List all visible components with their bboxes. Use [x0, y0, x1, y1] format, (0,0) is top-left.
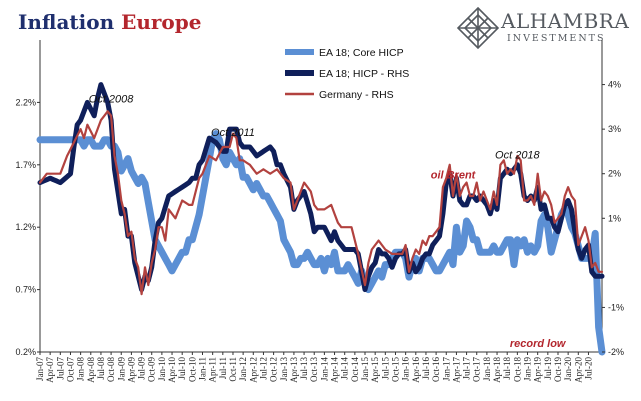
right-tick-label: 4%: [608, 80, 621, 90]
x-tick-label: Oct-17: [472, 357, 482, 382]
x-tick-label: Apr-18: [492, 357, 502, 383]
legend-label: Germany - RHS: [319, 89, 394, 101]
title-part-inflation: Inflation: [18, 10, 115, 34]
legend-label: EA 18; Core HICP: [319, 47, 404, 59]
right-tick-label: -2%: [608, 347, 624, 357]
x-tick-label: Jul-07: [55, 357, 65, 380]
x-tick-label: Jul-16: [421, 357, 431, 380]
left-tick-label: 0.2%: [15, 347, 36, 357]
x-tick-label: Oct-12: [269, 357, 279, 382]
chart-title: Inflation Europe: [18, 10, 201, 34]
x-tick-label: Jan-17: [441, 357, 451, 381]
x-tick-label: Oct-11: [228, 357, 238, 382]
series-germany: [38, 110, 604, 296]
left-axis-ticks: 0.2% 0.7% 1.2% 1.7% 2.2%: [15, 97, 40, 357]
alhambra-logo: ALHAMBRA INVESTMENTS: [455, 6, 635, 50]
x-tick-label: Jan-10: [157, 357, 167, 381]
x-tick-label: Oct-19: [553, 357, 563, 382]
x-tick-label: Jul-14: [340, 357, 350, 380]
x-tick-label: Jan-11: [198, 357, 208, 381]
diamond-logo-icon: [456, 6, 500, 50]
x-tick-label: Apr-17: [451, 357, 461, 383]
x-tick-label: Apr-20: [573, 357, 583, 383]
x-tick-label: Oct-08: [106, 357, 116, 382]
x-tick-label: Apr-12: [248, 357, 258, 383]
x-tick-label: Jul-11: [218, 357, 228, 379]
x-tick-label: Oct-09: [147, 357, 157, 382]
x-tick-label: Oct-10: [187, 357, 197, 382]
x-tick-label: Jan-18: [482, 357, 492, 381]
x-tick-label: Oct-16: [431, 357, 441, 382]
x-tick-label: Oct-13: [309, 357, 319, 382]
annotation-label: oil Brent: [431, 170, 477, 182]
x-tick-label: Jan-08: [76, 357, 86, 381]
x-tick-label: Jan-07: [35, 357, 45, 381]
logo-name: ALHAMBRA: [501, 9, 630, 33]
x-tick-label: Apr-16: [411, 357, 421, 383]
x-tick-label: Jul-18: [502, 357, 512, 380]
chart-annotations: Oct 2008 Oct 2011 Oct 2018 oil Brent record …: [89, 93, 567, 350]
x-tick-label: Apr-09: [126, 357, 136, 383]
x-tick-label: Jul-12: [258, 357, 268, 380]
x-tick-label: Jul-08: [96, 357, 106, 380]
x-tick-label: Jul-19: [543, 357, 553, 380]
x-tick-label: Oct-07: [65, 357, 75, 382]
x-tick-label: Jan-16: [401, 357, 411, 381]
annotation-label: Oct 2018: [495, 150, 541, 162]
x-tick-label: Apr-19: [533, 357, 543, 383]
legend-label: EA 18; HICP - RHS: [319, 68, 409, 80]
right-tick-label: -1%: [608, 302, 624, 312]
x-tick-label: Jan-20: [563, 357, 573, 381]
x-tick-label: Jan-19: [523, 357, 533, 381]
left-tick-label: 1.2%: [15, 222, 36, 232]
title-part-europe: Europe: [121, 10, 202, 34]
right-tick-label: 1%: [608, 213, 621, 223]
x-tick-label: Jan-14: [319, 357, 329, 381]
right-tick-label: 3%: [608, 124, 621, 134]
logo-subtitle: INVESTMENTS: [507, 33, 606, 44]
annotation-label: record low: [510, 338, 567, 350]
x-tick-label: Apr-11: [208, 357, 218, 382]
right-axis-ticks: -2% -1% 1% 2% 3% 4%: [602, 80, 624, 357]
x-tick-label: Jul-13: [299, 357, 309, 380]
x-tick-label: Jan-09: [116, 357, 126, 381]
annotation-label: Oct 2008: [89, 93, 135, 105]
x-tick-label: Oct-14: [350, 357, 360, 382]
x-tick-label: Oct-15: [390, 357, 400, 382]
x-tick-label: Apr-15: [370, 357, 380, 383]
x-tick-label: Jul-17: [462, 357, 472, 380]
core-hicp-line: [36, 130, 606, 356]
x-tick-label: Jul-20: [583, 357, 593, 380]
x-tick-label: Jul-10: [177, 357, 187, 380]
left-tick-label: 0.7%: [15, 285, 36, 295]
x-tick-label: Jan-12: [238, 357, 248, 381]
x-tick-label: Apr-10: [167, 357, 177, 383]
series-ea18-core-hicp: [36, 130, 606, 356]
x-tick-label: Jan-15: [360, 357, 370, 381]
x-tick-label: Apr-07: [45, 357, 55, 383]
x-tick-label: Apr-14: [330, 357, 340, 383]
x-tick-label: Jul-09: [137, 357, 147, 380]
left-tick-label: 1.7%: [15, 160, 36, 170]
chart-legend: EA 18; Core HICP EA 18; HICP - RHS Germany…: [285, 47, 409, 101]
right-tick-label: 2%: [608, 169, 621, 179]
x-tick-label: Oct-18: [512, 357, 522, 382]
chart-axes: [39, 40, 603, 353]
x-tick-label: Jul-15: [380, 357, 390, 380]
x-axis-ticks: Jan-07 Apr-07 Jul-07 Oct-07 Jan-08 Apr-08 Jul-…: [35, 352, 593, 383]
left-tick-label: 2.2%: [15, 97, 36, 107]
germany-line: [38, 110, 604, 296]
x-tick-label: Apr-13: [289, 357, 299, 383]
x-tick-label: Jan-13: [279, 357, 289, 381]
annotation-label: Oct 2011: [211, 127, 255, 139]
x-tick-label: Apr-08: [86, 357, 96, 383]
